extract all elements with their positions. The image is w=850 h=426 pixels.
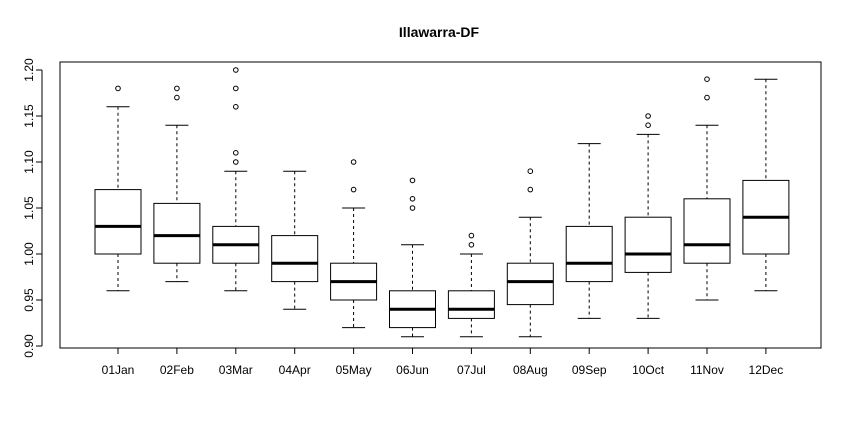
box-iqr: [94, 189, 142, 255]
y-tick-label: 0.90: [22, 334, 36, 358]
x-tick-label: 03Mar: [219, 363, 253, 377]
box-04Apr: [271, 170, 319, 310]
outlier-point: [174, 94, 180, 101]
x-tick-label: 12Dec: [749, 363, 784, 377]
y-tick-label: 1.15: [22, 104, 36, 128]
chart-title: Illawarra-DF: [399, 24, 480, 40]
x-tick-label: 07Jul: [457, 363, 486, 377]
box-03Mar: [212, 67, 260, 292]
boxes-layer: [94, 67, 790, 338]
box-01Jan: [94, 85, 142, 292]
box-iqr: [447, 290, 495, 319]
box-10Oct: [624, 113, 672, 319]
x-tick-label: 11Nov: [690, 363, 724, 377]
box-iqr: [683, 198, 731, 264]
x-tick-label: 08Aug: [513, 363, 548, 377]
outlier-point: [350, 186, 357, 193]
outlier-point: [468, 232, 475, 239]
x-tick-label: 06Jun: [396, 363, 429, 377]
outlier-point: [527, 186, 534, 193]
x-tick-label: 02Feb: [160, 363, 194, 377]
box-iqr: [153, 202, 201, 264]
x-axis: 01Jan 02Feb 03Mar 04Apr 05May 06Jun 07Jul 08Aug…: [102, 347, 784, 377]
box-08Aug: [506, 168, 554, 338]
y-tick-label: 0.95: [22, 288, 36, 312]
box-12Dec: [742, 78, 790, 292]
outlier-point: [233, 150, 239, 156]
box-iqr: [506, 262, 554, 306]
outlier-point: [115, 85, 121, 92]
box-11Nov: [683, 76, 731, 301]
x-tick-label: 01Jan: [102, 363, 135, 377]
box-iqr: [271, 235, 319, 283]
outlier-point: [409, 196, 416, 202]
outlier-point: [350, 159, 357, 165]
outlier-point: [233, 85, 239, 92]
x-tick-label: 04Apr: [279, 363, 311, 377]
y-axis: 0.90 0.95 1.00 1.05 1.10 1.15 1.20: [22, 58, 43, 358]
x-tick-label: 05May: [336, 363, 372, 377]
outlier-point: [174, 85, 180, 92]
outlier-point: [233, 159, 239, 165]
outlier-point: [409, 205, 416, 211]
outlier-point: [468, 242, 475, 248]
y-tick-label: 1.00: [22, 242, 36, 266]
box-06Jun: [389, 177, 436, 338]
box-02Feb: [153, 85, 201, 283]
x-tick-label: 09Sep: [572, 363, 607, 377]
box-09Sep: [565, 143, 613, 319]
box-iqr: [565, 225, 613, 283]
outlier-point: [409, 177, 416, 184]
x-tick-label: 10Oct: [632, 363, 665, 377]
outlier-point: [233, 104, 239, 110]
outlier-point: [704, 94, 710, 101]
y-tick-label: 1.20: [22, 58, 36, 82]
outlier-point: [704, 76, 710, 82]
y-tick-label: 1.05: [22, 196, 36, 220]
outlier-point: [645, 122, 651, 128]
y-tick-label: 1.10: [22, 150, 36, 174]
box-07Jul: [447, 232, 495, 338]
box-iqr: [624, 216, 672, 273]
outlier-point: [527, 168, 534, 174]
box-05May: [330, 159, 378, 329]
outlier-point: [233, 67, 239, 73]
outlier-point: [645, 113, 651, 119]
